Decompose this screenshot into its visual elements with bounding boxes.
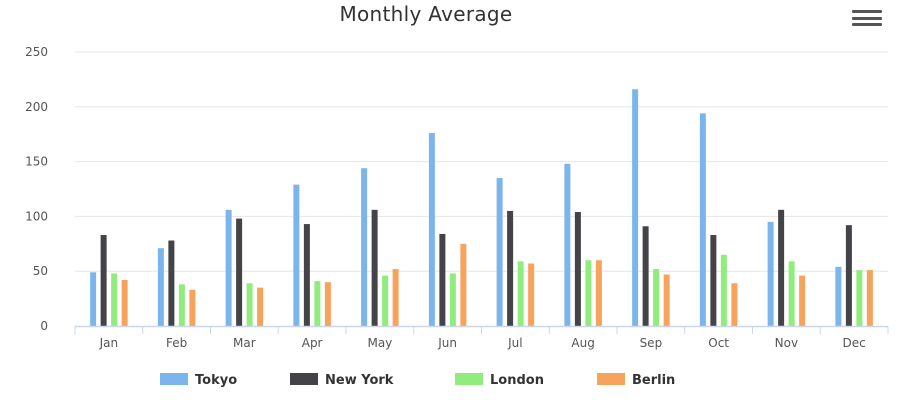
bar-berlin-feb	[189, 289, 196, 326]
bar-berlin-oct	[731, 283, 738, 326]
x-tick-label: Mar	[233, 336, 256, 350]
x-axis	[74, 325, 889, 334]
bar-new-york-jun	[439, 233, 446, 326]
bar-london-oct	[720, 254, 727, 326]
y-tick-label: 250	[25, 45, 48, 59]
bar-tokyo-jan	[90, 272, 97, 326]
bar-berlin-nov	[799, 275, 806, 326]
legend-label: Berlin	[632, 373, 675, 388]
x-tick-label: Jan	[99, 336, 119, 350]
menu-line-middle	[852, 16, 882, 20]
menu-line-top	[852, 10, 882, 13]
x-tick-label: Jul	[507, 336, 522, 350]
legend-swatch	[455, 373, 483, 385]
bar-new-york-mar	[236, 218, 243, 326]
chart-title: Monthly Average	[339, 2, 513, 26]
legend-item-new-york[interactable]: New York	[290, 373, 394, 388]
y-tick-label: 200	[25, 100, 48, 114]
bar-berlin-aug	[595, 260, 602, 326]
bar-london-may	[382, 275, 389, 326]
y-tick-label: 100	[25, 209, 48, 223]
bar-berlin-mar	[257, 287, 264, 326]
bar-london-apr	[314, 281, 321, 326]
bar-new-york-jan	[100, 235, 107, 326]
bar-new-york-dec	[845, 225, 852, 326]
bar-berlin-dec	[866, 270, 873, 326]
bar-london-nov	[788, 261, 795, 326]
bar-tokyo-aug	[564, 163, 571, 326]
bar-london-jul	[517, 261, 524, 326]
legend-swatch	[160, 373, 188, 385]
hamburger-menu-icon[interactable]	[852, 10, 882, 26]
bars	[90, 89, 873, 326]
bar-tokyo-mar	[225, 209, 232, 326]
y-tick-label: 150	[25, 155, 48, 169]
menu-line-bottom	[852, 23, 882, 26]
bar-tokyo-apr	[293, 184, 300, 326]
bar-tokyo-jul	[496, 178, 503, 326]
y-tick-label: 0	[40, 319, 48, 333]
bar-tokyo-jun	[428, 133, 435, 326]
bar-london-aug	[585, 260, 592, 326]
bar-london-feb	[178, 284, 185, 326]
bar-tokyo-nov	[767, 221, 774, 326]
bar-berlin-jun	[460, 243, 467, 326]
bar-new-york-jul	[507, 210, 514, 326]
bar-tokyo-oct	[699, 113, 706, 326]
x-tick-label: Aug	[571, 336, 594, 350]
legend-item-london[interactable]: London	[455, 373, 544, 388]
bar-london-mar	[246, 283, 253, 326]
bar-berlin-apr	[324, 282, 331, 326]
bar-london-jun	[449, 273, 456, 326]
legend-swatch	[290, 373, 318, 385]
bar-tokyo-dec	[835, 266, 842, 326]
y-tick-label: 50	[33, 264, 48, 278]
x-tick-label: Apr	[302, 336, 323, 350]
bar-new-york-feb	[168, 240, 175, 326]
bar-london-sep	[653, 269, 660, 326]
bar-berlin-jul	[528, 263, 535, 326]
bar-new-york-oct	[710, 235, 717, 326]
bar-tokyo-feb	[157, 248, 164, 326]
bar-new-york-sep	[642, 226, 649, 326]
legend-label: Tokyo	[195, 373, 237, 388]
legend-item-berlin[interactable]: Berlin	[597, 373, 675, 388]
x-tick-label: Nov	[775, 336, 798, 350]
legend-label: London	[490, 373, 544, 388]
x-tick-label: Sep	[640, 336, 663, 350]
bar-berlin-sep	[663, 274, 670, 326]
bar-new-york-may	[371, 209, 378, 326]
bar-new-york-apr	[303, 224, 310, 326]
legend[interactable]: Tokyo New York London Berlin	[160, 373, 675, 388]
x-tick-label: Feb	[166, 336, 187, 350]
bar-tokyo-sep	[632, 89, 639, 326]
x-tick-label: Jun	[437, 336, 457, 350]
bar-new-york-aug	[574, 212, 581, 326]
legend-swatch	[597, 373, 625, 385]
bar-berlin-may	[392, 269, 399, 326]
x-tick-label: Oct	[708, 336, 729, 350]
bar-berlin-jan	[121, 279, 128, 326]
legend-label: New York	[325, 373, 394, 388]
bar-london-dec	[856, 270, 863, 326]
bar-new-york-nov	[778, 209, 785, 326]
gridlines	[75, 51, 888, 272]
x-axis-ticks: Jan Feb Mar Apr May Jun Jul Aug Sep Oct Nov Dec	[99, 336, 866, 350]
bar-london-jan	[111, 273, 118, 326]
x-tick-label: May	[367, 336, 392, 350]
x-tick-label: Dec	[843, 336, 866, 350]
legend-item-tokyo[interactable]: Tokyo	[160, 373, 237, 388]
y-axis-ticks: 0 50 100 150 200 250	[25, 45, 48, 333]
bar-tokyo-may	[361, 168, 368, 326]
